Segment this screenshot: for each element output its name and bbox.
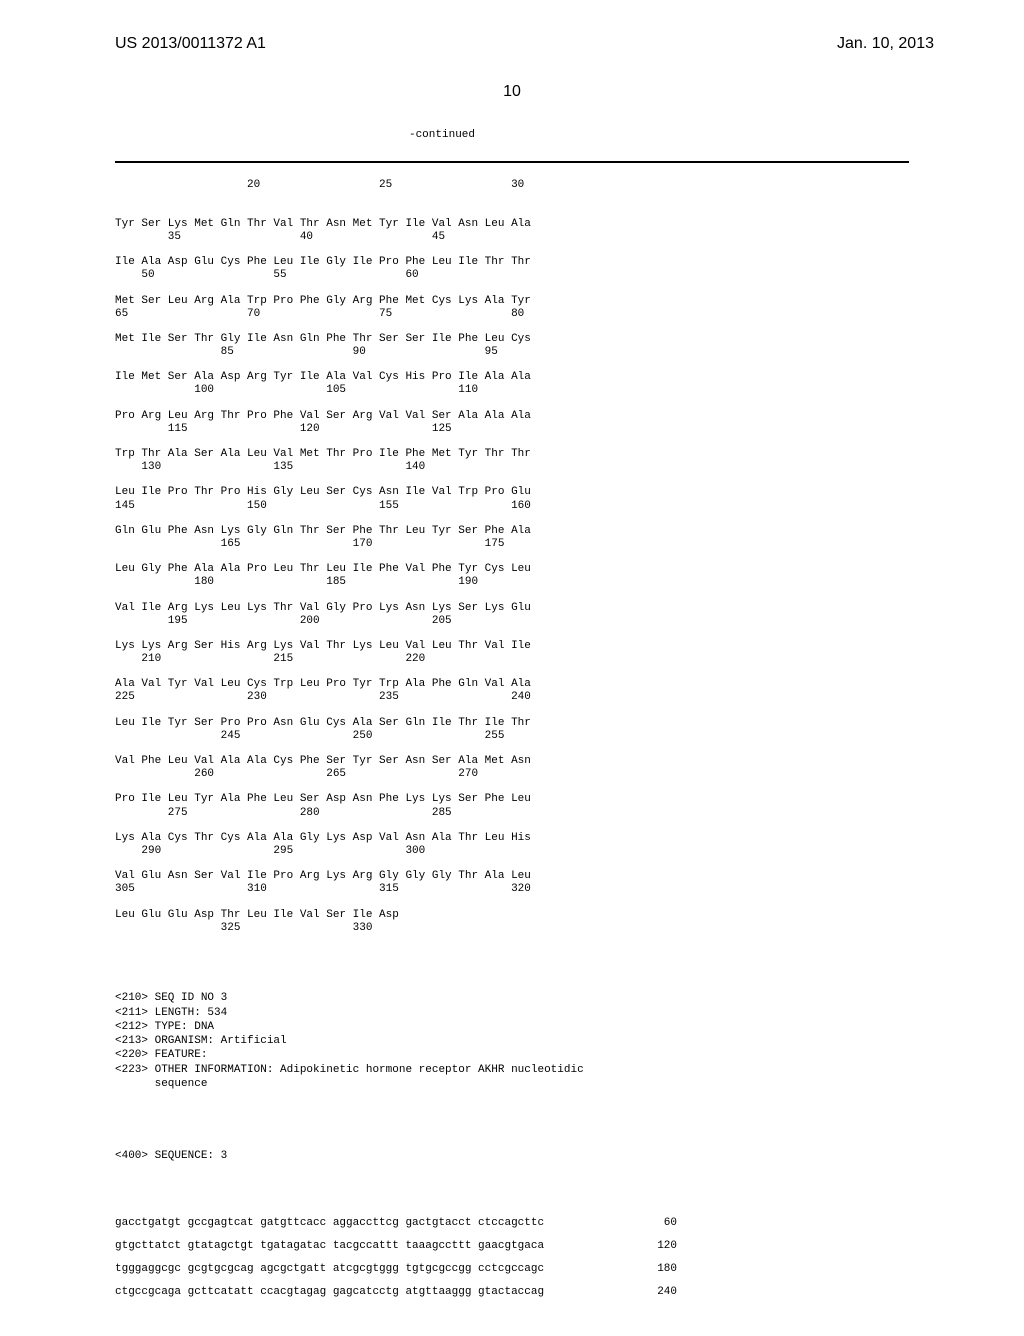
- position-row: 130 135 140: [115, 461, 909, 474]
- amino-acid-row: Leu Gly Phe Ala Ala Pro Leu Thr Leu Ile …: [115, 563, 909, 576]
- amino-acid-row: Ile Met Ser Ala Asp Arg Tyr Ile Ala Val …: [115, 371, 909, 384]
- metadata-line: sequence: [115, 1077, 909, 1091]
- sequence-block: Leu Ile Tyr Ser Pro Pro Asn Glu Cys Ala …: [115, 717, 909, 743]
- sequence-block: Trp Thr Ala Ser Ala Leu Val Met Thr Pro …: [115, 448, 909, 474]
- publication-date: Jan. 10, 2013: [837, 35, 934, 53]
- dna-sequence: gacctgatgt gccgagtcat gatgttcacc aggacct…: [115, 1217, 544, 1230]
- amino-acid-row: Leu Ile Pro Thr Pro His Gly Leu Ser Cys …: [115, 486, 909, 499]
- position-row: 85 90 95: [115, 346, 909, 359]
- amino-acid-row: Gln Glu Phe Asn Lys Gly Gln Thr Ser Phe …: [115, 525, 909, 538]
- amino-acid-row: Leu Ile Tyr Ser Pro Pro Asn Glu Cys Ala …: [115, 717, 909, 730]
- sequence-block: Gln Glu Phe Asn Lys Gly Gln Thr Ser Phe …: [115, 525, 909, 551]
- position-row: 180 185 190: [115, 576, 909, 589]
- position-row: 35 40 45: [115, 231, 909, 244]
- metadata-line: <213> ORGANISM: Artificial: [115, 1034, 909, 1048]
- page-number: 10: [0, 53, 1024, 101]
- position-row: 65 70 75 80: [115, 308, 909, 321]
- amino-acid-row: Pro Ile Leu Tyr Ala Phe Leu Ser Asp Asn …: [115, 793, 909, 806]
- sequence-label: <400> SEQUENCE: 3: [115, 1136, 909, 1177]
- metadata-line: <211> LENGTH: 534: [115, 1006, 909, 1020]
- sequence-block: Met Ser Leu Arg Ala Trp Pro Phe Gly Arg …: [115, 295, 909, 321]
- metadata-line: <223> OTHER INFORMATION: Adipokinetic ho…: [115, 1063, 909, 1077]
- metadata-line: <212> TYPE: DNA: [115, 1020, 909, 1034]
- sequence-block: Pro Arg Leu Arg Thr Pro Phe Val Ser Arg …: [115, 410, 909, 436]
- dna-position: 240: [647, 1286, 677, 1299]
- dna-sequence: gtgcttatct gtatagctgt tgatagatac tacgcca…: [115, 1240, 544, 1253]
- sequence-block: Lys Ala Cys Thr Cys Ala Ala Gly Lys Asp …: [115, 832, 909, 858]
- position-row: 165 170 175: [115, 538, 909, 551]
- amino-acid-row: Lys Lys Arg Ser His Arg Lys Val Thr Lys …: [115, 640, 909, 653]
- amino-acid-row: Met Ile Ser Thr Gly Ile Asn Gln Phe Thr …: [115, 333, 909, 346]
- amino-acid-row: Val Ile Arg Lys Leu Lys Thr Val Gly Pro …: [115, 602, 909, 615]
- sequence-block: Ala Val Tyr Val Leu Cys Trp Leu Pro Tyr …: [115, 678, 909, 704]
- position-row: 290 295 300: [115, 845, 909, 858]
- position-row: 245 250 255: [115, 730, 909, 743]
- sequence-block: Val Phe Leu Val Ala Ala Cys Phe Ser Tyr …: [115, 755, 909, 781]
- dna-sequence: ctgccgcaga gcttcatatt ccacgtagag gagcatc…: [115, 1286, 544, 1299]
- amino-acid-row: Pro Arg Leu Arg Thr Pro Phe Val Ser Arg …: [115, 410, 909, 423]
- position-row: 145 150 155 160: [115, 500, 909, 513]
- amino-acid-row: Val Glu Asn Ser Val Ile Pro Arg Lys Arg …: [115, 870, 909, 883]
- metadata-line: <220> FEATURE:: [115, 1048, 909, 1062]
- dna-row: ctgccgcaga gcttcatatt ccacgtagag gagcatc…: [115, 1286, 677, 1299]
- dna-position: 120: [647, 1240, 677, 1253]
- amino-acid-row: Leu Glu Glu Asp Thr Leu Ile Val Ser Ile …: [115, 909, 909, 922]
- amino-acid-row: Met Ser Leu Arg Ala Trp Pro Phe Gly Arg …: [115, 295, 909, 308]
- dna-position: 180: [647, 1263, 677, 1276]
- sequence-block: Lys Lys Arg Ser His Arg Lys Val Thr Lys …: [115, 640, 909, 666]
- sequence-block: Leu Glu Glu Asp Thr Leu Ile Val Ser Ile …: [115, 909, 909, 935]
- amino-acid-row: Ala Val Tyr Val Leu Cys Trp Leu Pro Tyr …: [115, 678, 909, 691]
- sequence-block: Val Ile Arg Lys Leu Lys Thr Val Gly Pro …: [115, 602, 909, 628]
- sequence-block: Val Glu Asn Ser Val Ile Pro Arg Lys Arg …: [115, 870, 909, 896]
- sequence-area: 20 25 30 Tyr Ser Lys Met Gln Thr Val Thr…: [0, 141, 1024, 1336]
- position-row: 275 280 285: [115, 807, 909, 820]
- dna-sequence: tgggaggcgc gcgtgcgcag agcgctgatt atcgcgt…: [115, 1263, 544, 1276]
- amino-acid-row: Trp Thr Ala Ser Ala Leu Val Met Thr Pro …: [115, 448, 909, 461]
- amino-acid-row: Lys Ala Cys Thr Cys Ala Ala Gly Lys Asp …: [115, 832, 909, 845]
- sequence-block: Tyr Ser Lys Met Gln Thr Val Thr Asn Met …: [115, 218, 909, 244]
- divider: [115, 161, 909, 163]
- continued-label: -continued: [0, 101, 1024, 141]
- amino-acid-row: Tyr Ser Lys Met Gln Thr Val Thr Asn Met …: [115, 218, 909, 231]
- position-header: 20 25 30: [115, 179, 909, 192]
- position-row: 210 215 220: [115, 653, 909, 666]
- sequence-block: Ile Ala Asp Glu Cys Phe Leu Ile Gly Ile …: [115, 256, 909, 282]
- position-row: 195 200 205: [115, 615, 909, 628]
- sequence-block: Leu Gly Phe Ala Ala Pro Leu Thr Leu Ile …: [115, 563, 909, 589]
- sequence-block: Met Ile Ser Thr Gly Ile Asn Gln Phe Thr …: [115, 333, 909, 359]
- sequence-block: Leu Ile Pro Thr Pro His Gly Leu Ser Cys …: [115, 486, 909, 512]
- amino-acid-row: Val Phe Leu Val Ala Ala Cys Phe Ser Tyr …: [115, 755, 909, 768]
- sequence-block: Ile Met Ser Ala Asp Arg Tyr Ile Ala Val …: [115, 371, 909, 397]
- dna-row: tgggaggcgc gcgtgcgcag agcgctgatt atcgcgt…: [115, 1263, 677, 1276]
- sequence-block: Pro Ile Leu Tyr Ala Phe Leu Ser Asp Asn …: [115, 793, 909, 819]
- metadata-block: <210> SEQ ID NO 3<211> LENGTH: 534<212> …: [115, 978, 909, 1104]
- dna-position: 60: [647, 1217, 677, 1230]
- publication-number: US 2013/0011372 A1: [115, 35, 266, 53]
- amino-acid-row: Ile Ala Asp Glu Cys Phe Leu Ile Gly Ile …: [115, 256, 909, 269]
- metadata-line: <210> SEQ ID NO 3: [115, 991, 909, 1005]
- dna-row: gacctgatgt gccgagtcat gatgttcacc aggacct…: [115, 1217, 677, 1230]
- position-row: 100 105 110: [115, 384, 909, 397]
- dna-row: gtgcttatct gtatagctgt tgatagatac tacgcca…: [115, 1240, 677, 1253]
- position-row: 50 55 60: [115, 269, 909, 282]
- position-row: 115 120 125: [115, 423, 909, 436]
- position-row: 260 265 270: [115, 768, 909, 781]
- dna-sequence-block: gacctgatgt gccgagtcat gatgttcacc aggacct…: [115, 1204, 909, 1323]
- position-row: 305 310 315 320: [115, 883, 909, 896]
- position-row: 325 330: [115, 922, 909, 935]
- position-row: 225 230 235 240: [115, 691, 909, 704]
